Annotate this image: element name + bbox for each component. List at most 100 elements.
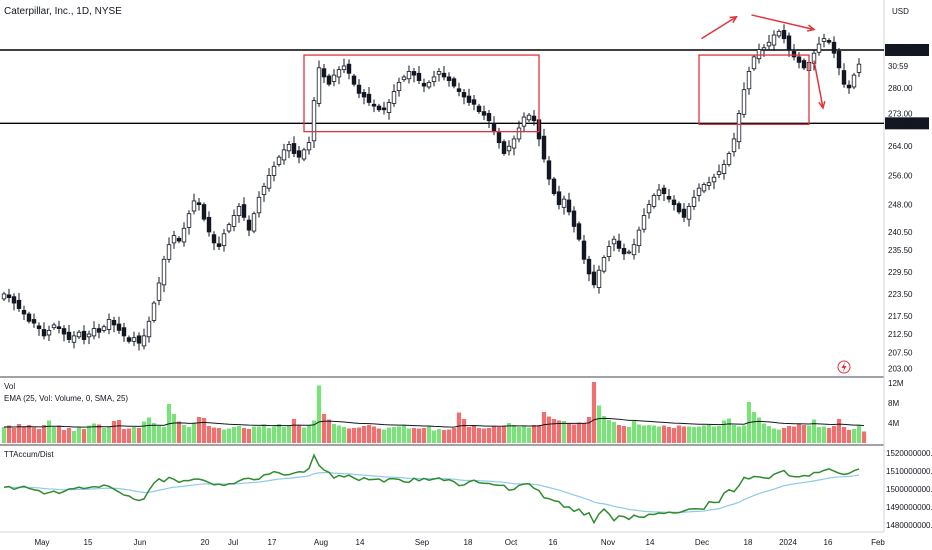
volume-bar <box>451 428 457 443</box>
volume-bar <box>456 412 462 443</box>
candle-body <box>161 258 167 286</box>
volume-bar <box>41 425 47 443</box>
volume-bar <box>286 425 292 443</box>
volume-bar <box>576 422 582 443</box>
volume-bar <box>136 428 142 443</box>
candle-body <box>711 176 717 183</box>
candle-body <box>656 189 662 196</box>
volume-bar <box>596 405 602 443</box>
candle-body <box>741 89 747 115</box>
candle-body <box>246 219 252 231</box>
volume-bar <box>521 425 527 443</box>
price-tick-label: 223.50 <box>888 290 913 299</box>
candle-body <box>166 244 172 260</box>
candle-body <box>346 63 352 74</box>
candle-body <box>461 92 467 98</box>
candle-body <box>436 71 442 75</box>
volume-tick-label: 12M <box>888 379 904 388</box>
time-tick-label: Feb <box>871 538 885 547</box>
candle-body <box>566 199 572 213</box>
volume-bar <box>696 426 702 443</box>
volume-bar <box>56 425 62 443</box>
candle-body <box>596 269 602 288</box>
candle-body <box>96 328 102 333</box>
candle-body <box>836 51 842 69</box>
candle-body <box>576 223 582 240</box>
candle-body <box>116 323 122 331</box>
candle-body <box>611 238 617 245</box>
time-tick-label: 15 <box>84 538 93 547</box>
alert-icon[interactable] <box>837 360 851 374</box>
time-tick-label: 18 <box>744 538 753 547</box>
volume-bar <box>436 429 442 443</box>
candle-body <box>661 187 667 195</box>
candle-body <box>671 199 677 205</box>
volume-bar <box>351 428 357 443</box>
candle-body <box>51 324 57 329</box>
time-tick-label: Sep <box>415 538 430 547</box>
volume-bar <box>821 426 827 443</box>
volume-bar <box>496 427 502 443</box>
candle-body <box>226 224 232 232</box>
candle-body <box>131 337 137 342</box>
candle-body <box>421 82 427 87</box>
volume-bar <box>371 426 377 443</box>
volume-bar <box>666 427 672 443</box>
candle-body <box>551 178 557 195</box>
price-tick-label: 217.50 <box>888 312 913 321</box>
candle-body <box>666 195 672 200</box>
volume-bar <box>211 427 217 443</box>
annotation-arrow <box>813 60 824 109</box>
candle-body <box>466 95 472 103</box>
candle-body <box>251 213 257 232</box>
volume-bar <box>111 421 117 443</box>
volume-bar <box>81 429 87 443</box>
candle-body <box>771 34 777 46</box>
volume-bar <box>531 425 537 443</box>
volume-bar <box>461 419 467 443</box>
candle-body <box>6 294 12 298</box>
volume-bar <box>391 427 397 443</box>
volume-bar <box>331 424 337 443</box>
candle-body <box>531 115 537 122</box>
level-price-label: 290.39 <box>888 46 913 55</box>
volume-bar <box>141 421 147 443</box>
volume-bar <box>636 424 642 443</box>
candle-body <box>311 100 317 142</box>
volume-bar <box>176 421 182 443</box>
time-tick-label: 17 <box>268 538 277 547</box>
candle-body <box>66 331 72 340</box>
volume-bar <box>156 426 162 443</box>
volume-bar <box>431 430 437 443</box>
volume-bar <box>466 427 472 443</box>
candle-body <box>286 144 292 152</box>
accum-dist-title: TTAccum/Dist <box>4 450 54 459</box>
volume-bar <box>566 423 572 443</box>
volume-bar <box>256 426 262 443</box>
candle-body <box>716 171 722 175</box>
volume-bar <box>641 425 647 443</box>
volume-bar <box>621 426 627 443</box>
volume-bar <box>681 426 687 443</box>
volume-bar <box>646 425 652 443</box>
candle-body <box>591 271 597 286</box>
volume-bar <box>471 425 477 443</box>
volume-bar <box>506 423 512 443</box>
candle-body <box>736 113 742 143</box>
volume-bar <box>291 419 297 443</box>
volume-bar <box>791 426 797 443</box>
candle-body <box>796 56 802 63</box>
candle-body <box>431 76 437 82</box>
volume-bar <box>676 425 682 443</box>
candle-body <box>541 135 547 160</box>
currency-label[interactable]: USD <box>892 7 909 16</box>
volume-bar <box>526 427 532 443</box>
volume-bar <box>551 419 557 443</box>
volume-bar <box>221 429 227 443</box>
volume-bar <box>66 428 72 443</box>
volume-bar <box>376 428 382 443</box>
volume-bar <box>411 428 417 443</box>
candle-body <box>276 156 282 165</box>
volume-ema-line <box>3 417 865 428</box>
candle-body <box>176 237 182 242</box>
